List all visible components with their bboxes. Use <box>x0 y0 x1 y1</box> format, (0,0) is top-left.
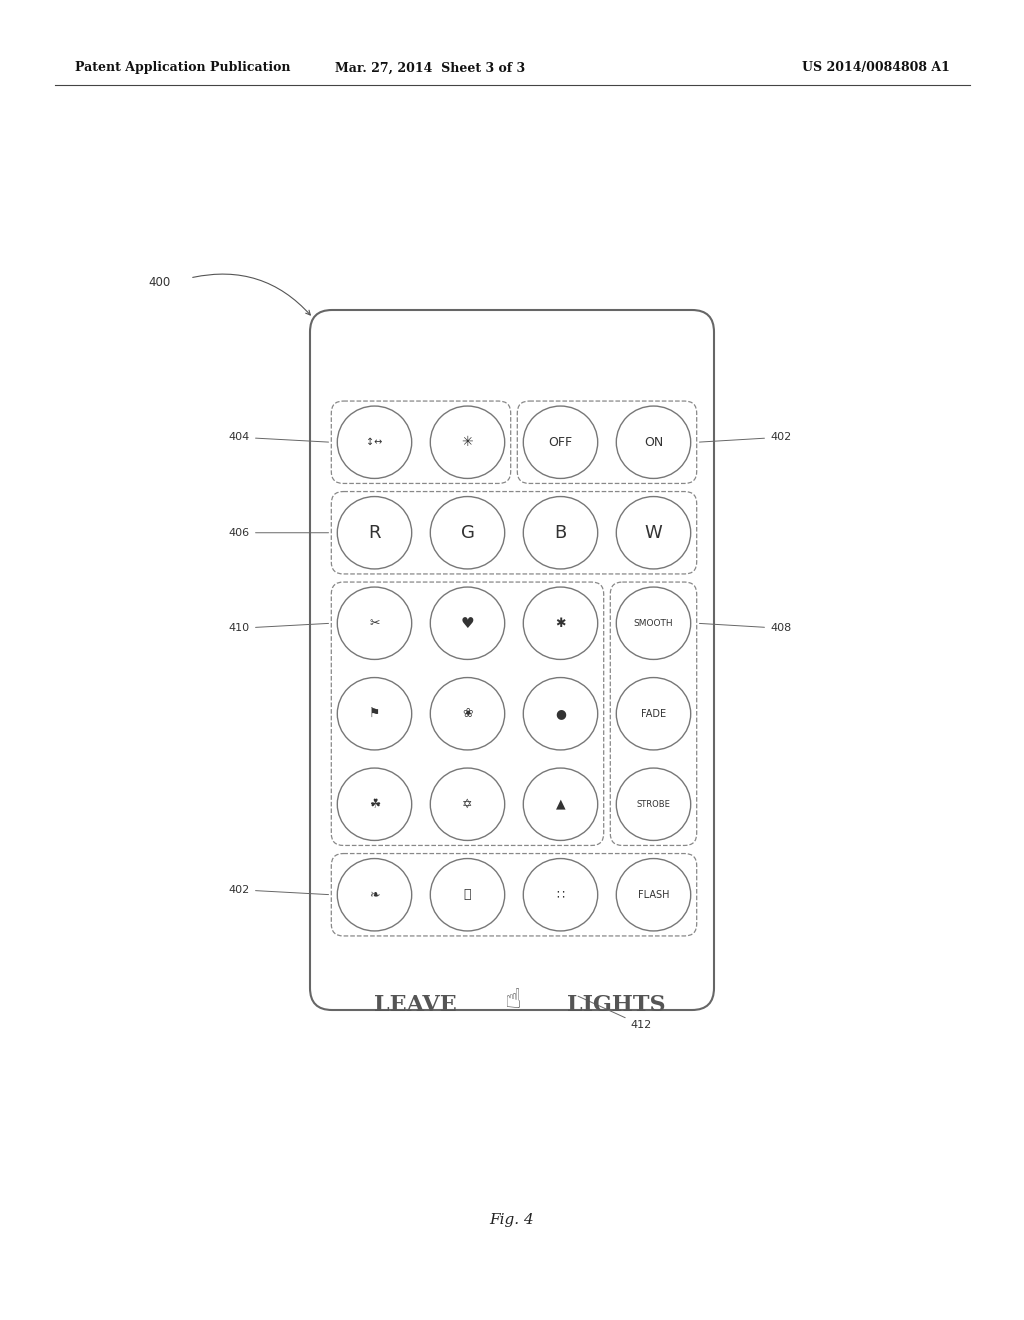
Text: 410: 410 <box>229 623 329 634</box>
Text: LEAVE: LEAVE <box>374 994 457 1016</box>
Ellipse shape <box>430 858 505 931</box>
Ellipse shape <box>337 587 412 660</box>
Ellipse shape <box>430 587 505 660</box>
Ellipse shape <box>337 768 412 841</box>
Ellipse shape <box>523 768 598 841</box>
Ellipse shape <box>337 496 412 569</box>
Ellipse shape <box>430 407 505 478</box>
Text: FLASH: FLASH <box>638 890 670 900</box>
Ellipse shape <box>523 677 598 750</box>
Text: B: B <box>554 524 566 541</box>
Text: ↕↔: ↕↔ <box>367 437 383 447</box>
Text: G: G <box>461 524 474 541</box>
Ellipse shape <box>523 587 598 660</box>
Text: 406: 406 <box>229 528 329 537</box>
Text: STROBE: STROBE <box>637 800 671 809</box>
Ellipse shape <box>616 858 691 931</box>
Ellipse shape <box>616 496 691 569</box>
Ellipse shape <box>430 496 505 569</box>
Ellipse shape <box>430 768 505 841</box>
Text: Patent Application Publication: Patent Application Publication <box>75 62 291 74</box>
Text: ∷: ∷ <box>556 888 564 902</box>
Text: 402: 402 <box>228 884 329 895</box>
Text: OFF: OFF <box>549 436 572 449</box>
Text: R: R <box>369 524 381 541</box>
Ellipse shape <box>523 407 598 478</box>
Ellipse shape <box>616 407 691 478</box>
Text: 408: 408 <box>699 623 792 634</box>
Text: US 2014/0084808 A1: US 2014/0084808 A1 <box>802 62 950 74</box>
Text: ⚑: ⚑ <box>369 708 380 721</box>
Text: W: W <box>645 524 663 541</box>
Text: ON: ON <box>644 436 664 449</box>
Text: FADE: FADE <box>641 709 666 719</box>
Ellipse shape <box>337 677 412 750</box>
Text: LIGHTS: LIGHTS <box>567 994 666 1016</box>
Text: Fig. 4: Fig. 4 <box>489 1213 535 1228</box>
Ellipse shape <box>337 407 412 478</box>
Text: ●: ● <box>555 708 566 721</box>
Ellipse shape <box>430 677 505 750</box>
Text: ✳: ✳ <box>462 436 473 449</box>
Text: ❀: ❀ <box>462 708 473 721</box>
Text: ☘: ☘ <box>369 797 380 810</box>
Text: ✡: ✡ <box>462 797 473 810</box>
Ellipse shape <box>616 587 691 660</box>
FancyArrowPatch shape <box>193 275 310 315</box>
Ellipse shape <box>616 677 691 750</box>
Text: 412: 412 <box>578 997 651 1030</box>
Ellipse shape <box>523 858 598 931</box>
Ellipse shape <box>523 496 598 569</box>
Text: 400: 400 <box>148 276 170 289</box>
Text: ▲: ▲ <box>556 797 565 810</box>
Text: ☝: ☝ <box>504 986 520 1014</box>
Text: ✱: ✱ <box>555 616 565 630</box>
Text: ❧: ❧ <box>370 888 380 902</box>
Text: ⚿: ⚿ <box>464 888 471 902</box>
Text: 404: 404 <box>228 432 329 442</box>
Ellipse shape <box>616 768 691 841</box>
Text: ♥: ♥ <box>461 615 474 631</box>
Text: Mar. 27, 2014  Sheet 3 of 3: Mar. 27, 2014 Sheet 3 of 3 <box>335 62 525 74</box>
Text: SMOOTH: SMOOTH <box>634 619 674 628</box>
Text: 402: 402 <box>699 432 792 442</box>
Text: ✂: ✂ <box>370 616 380 630</box>
Ellipse shape <box>337 858 412 931</box>
